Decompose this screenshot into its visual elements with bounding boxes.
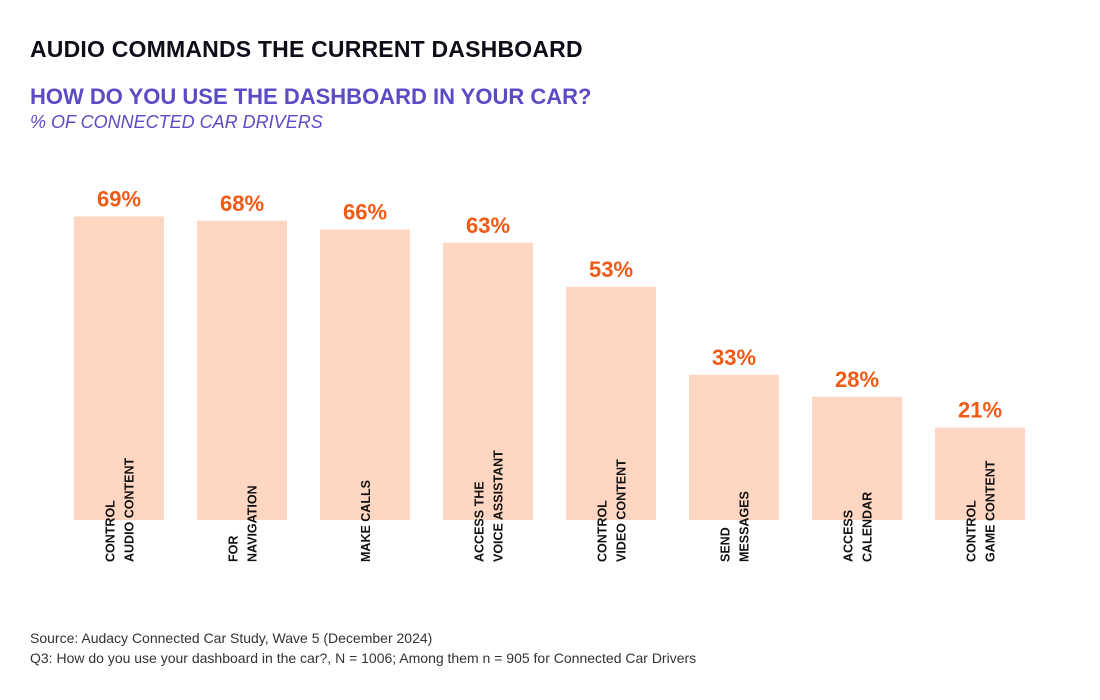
bar-value-label: 28% — [835, 367, 879, 392]
bar-chart: 69% CONTROL AUDIO CONTENT 68% FOR NAVIGATION 6… — [74, 186, 1025, 562]
category-label-line: FOR — [227, 536, 241, 562]
bar-value-label: 69% — [97, 186, 141, 211]
bar — [935, 427, 1025, 520]
bar — [566, 286, 656, 520]
category-label: SEND MESSAGES — [719, 491, 752, 562]
bar-value-label: 68% — [220, 191, 264, 216]
category-label: CONTROL VIDEO CONTENT — [596, 459, 629, 562]
category-label-line: MESSAGES — [738, 491, 752, 562]
bar — [689, 374, 779, 520]
category-label-line: ACCESS — [842, 510, 856, 562]
category-label: CONTROL GAME CONTENT — [965, 460, 998, 562]
category-label-line: CALENDAR — [861, 492, 875, 562]
category-label-line: MAKE CALLS — [359, 480, 373, 562]
bar — [320, 229, 410, 520]
bar-value-label: 21% — [958, 398, 1002, 423]
category-label-line: ACCESS THE — [473, 481, 487, 562]
bar-value-label: 53% — [589, 257, 633, 282]
chart-title: AUDIO COMMANDS THE CURRENT DASHBOARD — [30, 36, 583, 62]
category-label: ACCESS THE VOICE ASSISTANT — [473, 450, 506, 562]
category-label: ACCESS CALENDAR — [842, 492, 875, 562]
bar — [197, 220, 287, 521]
bar-value-label: 66% — [343, 200, 387, 225]
chart-caption: % OF CONNECTED CAR DRIVERS — [30, 112, 323, 132]
category-label-line: GAME CONTENT — [984, 460, 998, 562]
category-label-line: CONTROL — [965, 500, 979, 562]
bar — [812, 396, 902, 520]
category-label-line: VIDEO CONTENT — [615, 459, 629, 562]
category-label-line: NAVIGATION — [246, 485, 260, 562]
source-line: Source: Audacy Connected Car Study, Wave… — [30, 630, 433, 646]
category-label-line: CONTROL — [596, 500, 610, 562]
category-label-line: AUDIO CONTENT — [123, 457, 137, 562]
bar-value-label: 63% — [466, 213, 510, 238]
category-label-line: SEND — [719, 527, 733, 562]
bar — [443, 242, 533, 521]
category-label: CONTROL AUDIO CONTENT — [104, 457, 137, 562]
category-label-line: VOICE ASSISTANT — [492, 450, 506, 562]
category-label: FOR NAVIGATION — [227, 485, 260, 562]
question-note: Q3: How do you use your dashboard in the… — [30, 650, 697, 666]
category-label-line: CONTROL — [104, 500, 118, 562]
source-note: Source: Audacy Connected Car Study, Wave… — [30, 628, 696, 668]
bar — [74, 216, 164, 520]
chart-subtitle: HOW DO YOU USE THE DASHBOARD IN YOUR CAR… — [30, 84, 592, 109]
category-label: MAKE CALLS — [359, 480, 373, 562]
bar-value-label: 33% — [712, 345, 756, 370]
